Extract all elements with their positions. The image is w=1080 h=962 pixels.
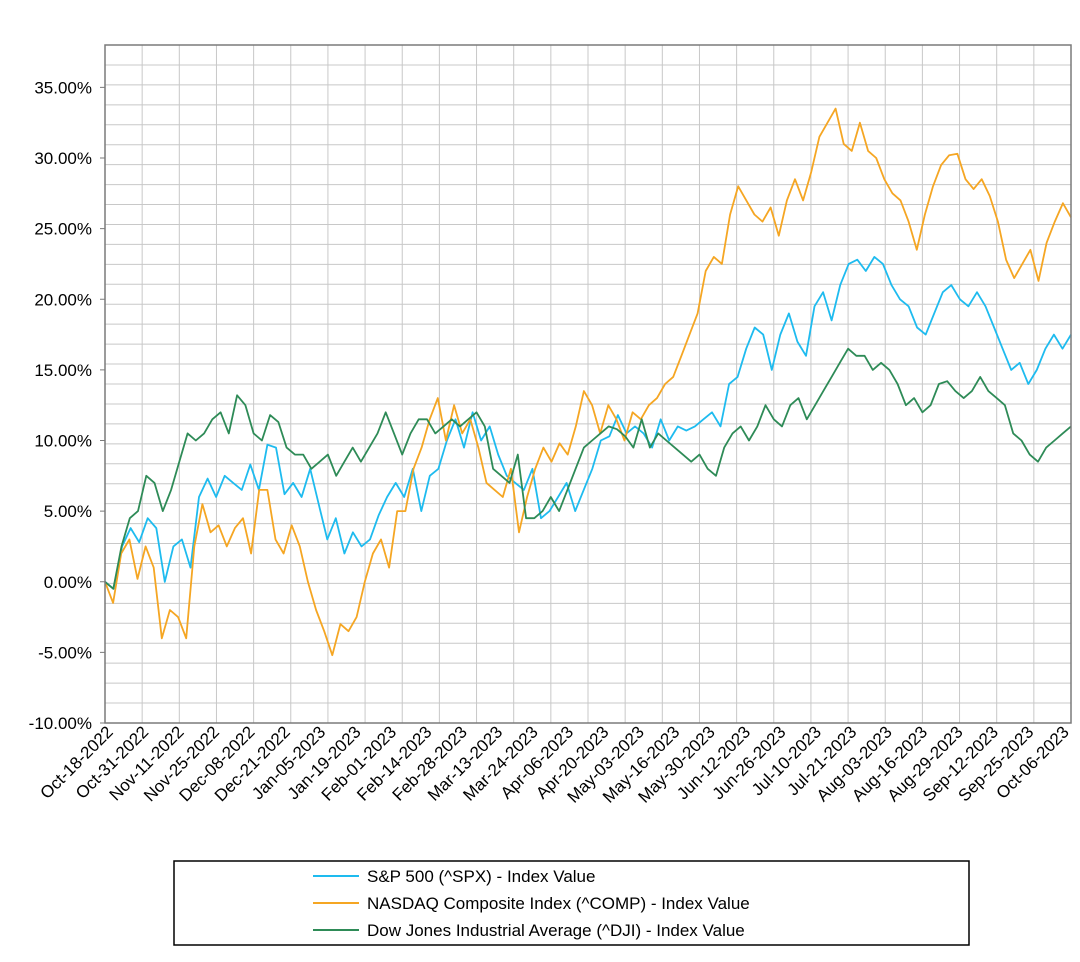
grid [105,45,1071,723]
y-tick-label: 25.00% [34,220,92,239]
legend-box [173,860,970,946]
y-axis: -10.00% -5.00% 0.00% 5.00% 10.00% 15.00% 20.00… [29,78,105,733]
y-tick-label: -10.00% [29,714,92,733]
y-tick-label: 15.00% [34,361,92,380]
series-lines [104,107,1072,657]
y-tick-label: 0.00% [44,573,92,592]
legend-label: NASDAQ Composite Index (^COMP) - Index V… [367,894,750,913]
y-tick-label: 30.00% [34,149,92,168]
y-tick-label: 10.00% [34,432,92,451]
legend-label: Dow Jones Industrial Average (^DJI) - In… [367,921,745,940]
y-tick-label: 20.00% [34,290,92,309]
y-tick-label: 35.00% [34,78,92,97]
series-line [104,347,1072,590]
series-line [104,107,1072,657]
x-axis: Oct-18-2022Oct-31-2022Nov-11-2022Nov-25-… [37,722,1073,806]
y-tick-label: -5.00% [38,643,92,662]
legend: S&P 500 (^SPX) - Index Value NASDAQ Compo… [173,860,970,946]
y-tick-label: 5.00% [44,502,92,521]
series-line [104,255,1072,590]
plot-frame [104,44,1072,724]
legend-label: S&P 500 (^SPX) - Index Value [367,867,595,886]
